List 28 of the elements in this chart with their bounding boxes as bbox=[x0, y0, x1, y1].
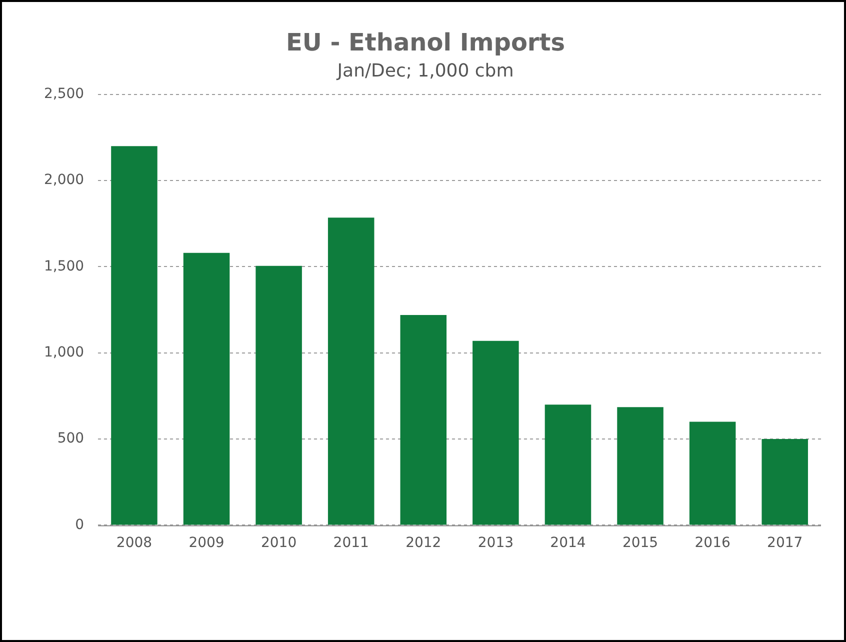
x-tick-label: 2010 bbox=[260, 535, 297, 552]
x-tick-label: 2011 bbox=[333, 535, 369, 552]
bar bbox=[256, 266, 302, 525]
x-tick-label: 2008 bbox=[116, 535, 152, 552]
x-tick-label: 2014 bbox=[550, 535, 586, 552]
x-tick-label: 2012 bbox=[406, 535, 442, 552]
bar bbox=[472, 340, 519, 525]
bar bbox=[328, 218, 374, 525]
bar bbox=[544, 404, 592, 525]
x-tick-label: 2016 bbox=[694, 535, 730, 552]
bar bbox=[689, 422, 736, 525]
chart-subtitle: Jan/Dec; 1,000 cbm bbox=[336, 60, 514, 82]
chart-title: EU - Ethanol Imports bbox=[286, 28, 566, 57]
x-tick-label: 2017 bbox=[767, 535, 803, 552]
bar bbox=[400, 314, 447, 525]
y-tick-label: 500 bbox=[57, 430, 84, 447]
y-tick-label: 2,500 bbox=[44, 86, 84, 102]
bar bbox=[762, 439, 808, 525]
y-tick-label: 1,500 bbox=[44, 258, 84, 274]
bar bbox=[111, 146, 158, 525]
y-tick-label: 2,000 bbox=[44, 172, 84, 188]
y-tick-label: 1,000 bbox=[44, 344, 84, 361]
x-tick-label: 2009 bbox=[188, 535, 224, 552]
bar bbox=[617, 407, 664, 525]
y-tick-label: 0 bbox=[75, 516, 84, 533]
x-tick-label: 2015 bbox=[622, 535, 658, 552]
bar bbox=[183, 252, 230, 525]
x-tick-label: 2013 bbox=[478, 535, 514, 552]
